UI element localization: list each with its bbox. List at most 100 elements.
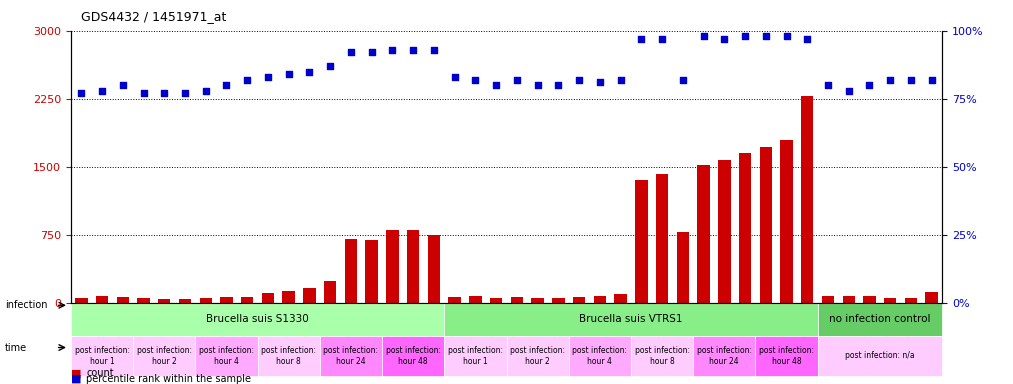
Bar [511,297,523,303]
Bar [801,96,813,303]
Bar [366,240,378,303]
Bar [635,180,647,303]
Text: percentile rank within the sample: percentile rank within the sample [86,374,251,384]
Bar [386,230,399,303]
FancyBboxPatch shape [568,336,631,376]
Point [364,50,380,56]
Point [239,77,255,83]
Bar [905,298,917,303]
Point [198,88,214,94]
FancyBboxPatch shape [693,336,756,376]
FancyBboxPatch shape [320,336,382,376]
Point [820,82,836,88]
Bar [407,230,419,303]
Bar [843,296,855,303]
Text: count: count [86,368,113,378]
Point [924,77,940,83]
Point [425,47,442,53]
Bar [760,147,772,303]
Text: Brucella suis VTRS1: Brucella suis VTRS1 [579,314,683,324]
Bar [697,165,710,303]
Bar [822,296,835,303]
FancyBboxPatch shape [71,303,445,336]
Bar [884,298,897,303]
Point [654,36,671,42]
Bar [490,298,502,303]
FancyBboxPatch shape [756,336,817,376]
Point [447,74,463,80]
FancyBboxPatch shape [506,336,568,376]
Point [530,82,546,88]
Bar [594,296,606,303]
Text: post infection:
hour 24: post infection: hour 24 [323,346,379,366]
Point [260,74,277,80]
Bar [427,235,440,303]
Point [136,90,152,96]
Text: post infection:
hour 8: post infection: hour 8 [634,346,690,366]
Point [73,90,89,96]
Point [281,71,297,77]
Bar [261,293,275,303]
Bar [158,299,170,303]
Text: infection: infection [5,300,48,310]
Bar [655,174,669,303]
Text: post infection:
hour 48: post infection: hour 48 [386,346,441,366]
Point [696,33,712,39]
Bar [75,298,87,303]
FancyBboxPatch shape [445,303,817,336]
Text: post infection:
hour 1: post infection: hour 1 [448,346,502,366]
Text: post infection:
hour 1: post infection: hour 1 [75,346,130,366]
Text: time: time [5,343,27,353]
FancyBboxPatch shape [196,336,257,376]
FancyBboxPatch shape [71,336,133,376]
Point [177,90,193,96]
Bar [178,299,191,303]
Bar [283,291,295,303]
Bar [552,298,564,303]
Point [384,47,400,53]
Bar [241,297,253,303]
Text: GDS4432 / 1451971_at: GDS4432 / 1451971_at [81,10,227,23]
Point [94,88,110,94]
Bar [116,297,129,303]
Bar [677,232,689,303]
Point [550,82,566,88]
Point [675,77,691,83]
Point [301,68,317,74]
Bar [220,297,233,303]
Bar [344,239,358,303]
Point [861,82,877,88]
Point [841,88,857,94]
Point [156,90,172,96]
Bar [469,296,481,303]
Point [799,36,815,42]
Point [114,82,131,88]
FancyBboxPatch shape [817,336,942,376]
Text: post infection:
hour 4: post infection: hour 4 [199,346,254,366]
Point [467,77,483,83]
Bar [863,296,875,303]
Text: no infection control: no infection control [829,314,931,324]
Text: post infection:
hour 4: post infection: hour 4 [572,346,627,366]
Point [322,63,338,69]
FancyBboxPatch shape [382,336,445,376]
Point [778,33,794,39]
Bar [573,297,586,303]
Point [758,33,774,39]
Point [342,50,359,56]
Bar [200,298,212,303]
Point [592,79,608,86]
Text: post infection:
hour 2: post infection: hour 2 [511,346,565,366]
FancyBboxPatch shape [631,336,693,376]
Point [219,82,235,88]
Text: post infection:
hour 2: post infection: hour 2 [137,346,191,366]
Bar [780,139,793,303]
Text: post infection:
hour 24: post infection: hour 24 [697,346,752,366]
Point [882,77,899,83]
Bar [738,153,752,303]
Bar [532,298,544,303]
FancyBboxPatch shape [257,336,320,376]
FancyBboxPatch shape [817,303,942,336]
Text: post infection: n/a: post infection: n/a [845,351,915,361]
Text: post infection:
hour 48: post infection: hour 48 [759,346,814,366]
